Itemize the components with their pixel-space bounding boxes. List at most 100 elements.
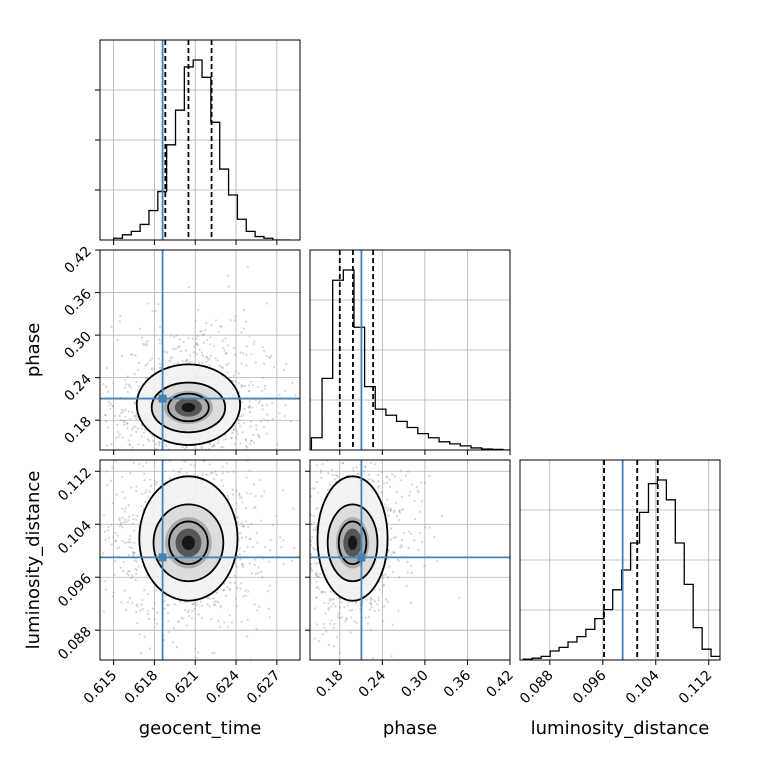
sample-point (240, 331, 243, 334)
sample-point (247, 390, 251, 393)
sample-point (181, 359, 184, 362)
sample-point (193, 464, 196, 467)
sample-point (209, 472, 212, 475)
sample-point (138, 327, 142, 330)
sample-point (111, 404, 114, 408)
sample-point (151, 435, 154, 438)
truth-marker (158, 394, 167, 403)
sample-point (148, 647, 152, 650)
sample-point (119, 566, 122, 569)
sample-point (388, 485, 392, 488)
sample-point (249, 492, 252, 496)
sample-point (256, 541, 259, 544)
sample-point (179, 350, 183, 353)
sample-point (225, 462, 229, 465)
sample-point (174, 347, 177, 350)
sample-point (244, 439, 248, 442)
sample-point (263, 362, 266, 365)
sample-point (268, 584, 271, 587)
sample-point (110, 543, 113, 546)
sample-point (191, 455, 193, 457)
contour-line-0 (316, 475, 389, 602)
sample-point (166, 604, 169, 607)
sample-point (339, 616, 342, 619)
hist-panel-geocent_time (100, 40, 300, 240)
sample-point (97, 408, 99, 410)
sample-point (109, 402, 113, 405)
sample-point (235, 489, 238, 492)
sample-point (307, 551, 309, 553)
sample-point (235, 565, 239, 568)
sample-point (333, 477, 336, 481)
sample-point (320, 591, 323, 594)
sample-point (370, 603, 373, 607)
sample-point (254, 494, 257, 498)
sample-point (281, 455, 283, 457)
sample-point (232, 452, 234, 454)
sample-point (189, 452, 191, 454)
sample-point (127, 410, 130, 413)
sample-point (172, 348, 175, 351)
sample-point (217, 619, 220, 622)
sample-point (418, 510, 421, 513)
sample-point (135, 518, 138, 521)
sample-point (221, 339, 224, 342)
sample-point (126, 427, 129, 430)
sample-point (131, 551, 134, 554)
sample-point (315, 480, 319, 484)
sample-point (408, 494, 411, 497)
sample-point (195, 353, 199, 356)
sample-point (362, 470, 365, 473)
sample-point (369, 598, 372, 601)
sample-point (327, 602, 330, 605)
sample-point (391, 551, 394, 554)
sample-point (377, 598, 380, 602)
sample-point (297, 579, 299, 581)
sample-point (158, 366, 162, 369)
sample-point (224, 337, 227, 340)
sample-point (210, 323, 213, 327)
sample-point (313, 637, 316, 640)
sample-point (247, 384, 251, 387)
sample-point (423, 564, 426, 568)
sample-point (156, 622, 159, 625)
sample-point (387, 514, 391, 517)
x-tick-label-geocent_time: 0.621 (162, 668, 202, 708)
sample-point (370, 606, 373, 609)
sample-point (75, 451, 77, 453)
sample-point (131, 522, 135, 525)
contour-line-0 (138, 475, 239, 602)
sample-point (138, 633, 141, 636)
sample-point (249, 442, 252, 445)
sample-point (149, 359, 152, 362)
sample-point (141, 427, 144, 430)
sample-point (338, 651, 341, 654)
sample-point (393, 509, 396, 512)
sample-point (306, 541, 308, 543)
sample-point (220, 365, 223, 369)
sample-point (248, 405, 251, 408)
sample-point (301, 597, 303, 599)
sample-point (196, 334, 199, 338)
sample-point (367, 615, 370, 618)
sample-point (291, 587, 293, 589)
sample-point (242, 352, 245, 355)
sample-point (242, 565, 245, 568)
sample-point (262, 501, 264, 503)
sample-point (192, 603, 195, 606)
sample-point (237, 372, 240, 375)
sample-point (143, 431, 146, 434)
sample-point (206, 603, 209, 606)
sample-point (144, 501, 147, 504)
sample-point (364, 465, 367, 469)
sample-point (322, 622, 325, 625)
sample-point (310, 553, 313, 556)
sample-point (304, 537, 306, 539)
sample-point (201, 351, 204, 354)
sample-point (226, 585, 229, 588)
y-tick-label-phase: 0.18 (61, 414, 94, 447)
sample-point (393, 551, 396, 555)
sample-point (381, 620, 384, 623)
sample-point (171, 356, 174, 359)
contour-line-1 (326, 503, 379, 583)
